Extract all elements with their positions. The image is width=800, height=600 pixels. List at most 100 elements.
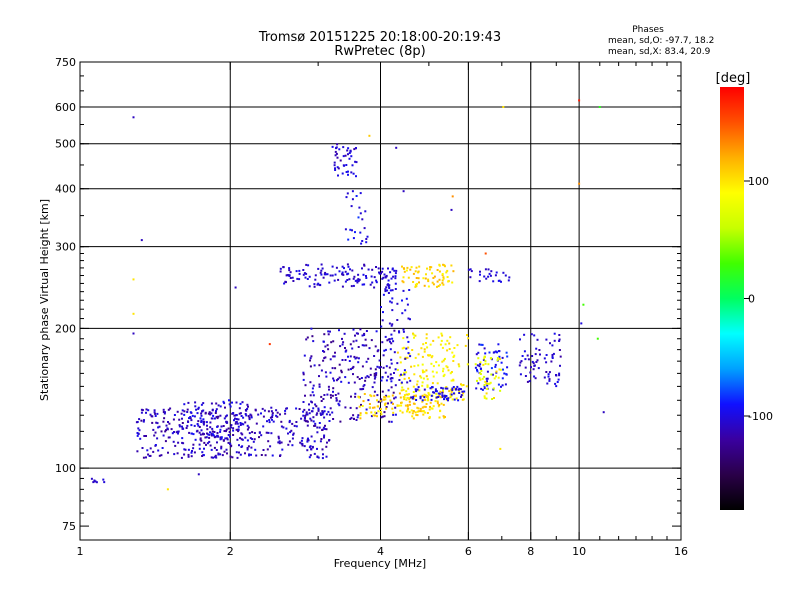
data-point <box>474 363 477 366</box>
data-point <box>449 396 452 399</box>
data-point <box>416 414 419 417</box>
data-point <box>523 333 526 336</box>
data-point <box>441 395 444 398</box>
x-axis-label: Frequency [MHz] <box>334 557 426 570</box>
data-point <box>390 301 393 304</box>
data-point <box>343 332 346 335</box>
data-point <box>167 451 169 454</box>
data-point <box>147 409 150 412</box>
data-point <box>364 210 367 213</box>
data-point <box>385 406 388 408</box>
data-point <box>355 175 357 178</box>
data-point <box>444 387 447 390</box>
data-point <box>546 382 549 385</box>
data-point <box>194 405 197 408</box>
data-point <box>381 267 384 270</box>
data-point <box>215 415 218 418</box>
data-point <box>558 374 561 377</box>
data-point <box>446 276 449 278</box>
data-point <box>444 396 447 399</box>
data-point <box>428 408 431 411</box>
data-point <box>292 280 295 282</box>
data-point <box>250 446 253 449</box>
data-point <box>418 281 420 284</box>
data-point <box>210 448 213 451</box>
data-point <box>386 339 389 342</box>
data-point <box>303 272 306 275</box>
data-point <box>228 431 231 433</box>
data-point <box>381 415 384 418</box>
data-point <box>220 447 223 450</box>
data-point <box>304 417 306 419</box>
data-point <box>384 403 386 406</box>
data-point <box>407 340 410 343</box>
data-point <box>405 371 408 374</box>
data-point <box>335 399 338 402</box>
data-point <box>324 371 327 374</box>
x-tick-label: 2 <box>227 545 234 558</box>
data-point <box>289 431 292 434</box>
y-tick-label: 500 <box>55 138 76 151</box>
data-point <box>470 270 473 273</box>
data-point <box>319 412 322 415</box>
data-point <box>230 424 233 427</box>
data-point <box>176 410 179 413</box>
data-point <box>414 270 417 273</box>
data-point <box>462 392 465 395</box>
data-point <box>346 273 349 276</box>
data-point <box>419 410 422 413</box>
data-point <box>323 394 326 396</box>
data-point <box>355 147 357 149</box>
data-point <box>210 434 213 437</box>
data-point <box>261 407 264 410</box>
data-point <box>305 411 308 414</box>
data-point <box>361 405 364 407</box>
data-point <box>186 424 189 427</box>
data-point <box>438 394 441 397</box>
data-point <box>456 385 459 388</box>
data-point <box>268 419 271 421</box>
data-point <box>199 437 202 440</box>
data-point <box>451 398 454 401</box>
data-point <box>507 279 510 282</box>
data-point <box>407 317 410 320</box>
data-point <box>369 373 372 376</box>
data-point <box>452 356 455 358</box>
data-point <box>500 280 502 283</box>
data-point <box>446 339 449 342</box>
data-point <box>237 430 240 433</box>
data-point <box>327 333 330 336</box>
data-point <box>401 411 404 414</box>
data-point <box>437 405 440 408</box>
data-point <box>494 365 497 368</box>
data-point <box>344 280 347 283</box>
data-point <box>224 415 227 418</box>
data-point <box>162 434 165 437</box>
data-point <box>184 448 187 451</box>
data-point <box>400 404 403 407</box>
data-point <box>306 449 309 452</box>
data-point <box>380 272 382 275</box>
data-point <box>361 283 364 286</box>
data-point <box>329 274 332 277</box>
data-point <box>333 279 336 282</box>
data-point <box>474 366 477 369</box>
data-point <box>198 426 201 428</box>
data-point <box>452 378 455 381</box>
data-point <box>318 422 321 424</box>
data-point <box>176 452 179 455</box>
data-point <box>396 319 399 321</box>
data-point <box>460 395 462 398</box>
data-point <box>402 330 405 333</box>
data-point <box>235 420 238 423</box>
data-point <box>363 393 366 395</box>
data-point <box>225 420 228 423</box>
data-point <box>402 289 405 292</box>
data-point <box>469 276 472 279</box>
data-point <box>136 434 139 437</box>
data-point <box>295 421 298 423</box>
data-point <box>555 385 558 388</box>
data-point <box>246 439 249 442</box>
data-point <box>203 447 205 450</box>
data-point <box>298 408 301 410</box>
